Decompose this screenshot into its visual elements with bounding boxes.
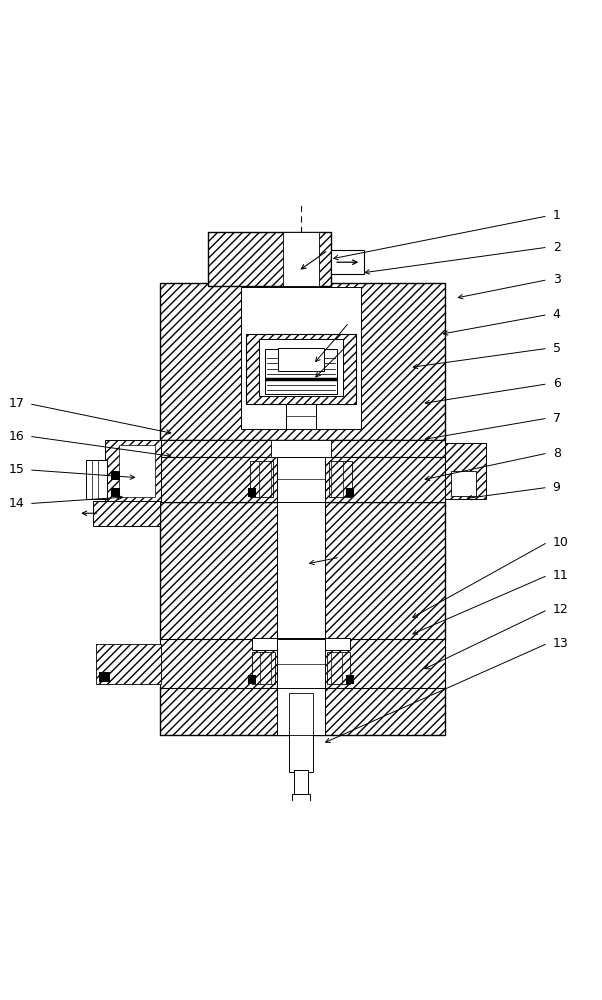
Bar: [160, 687, 445, 735]
Bar: [160, 283, 445, 440]
Text: 15: 15: [8, 463, 24, 476]
Bar: [289, 734, 313, 772]
Bar: [346, 488, 354, 497]
Bar: [119, 445, 155, 497]
Bar: [160, 639, 445, 688]
Bar: [96, 644, 161, 684]
Bar: [111, 471, 120, 480]
Text: 6: 6: [553, 377, 560, 390]
Bar: [86, 460, 107, 499]
Bar: [277, 457, 325, 502]
Bar: [259, 339, 343, 396]
Bar: [452, 471, 476, 496]
Bar: [294, 770, 308, 796]
Text: 13: 13: [553, 637, 568, 650]
Bar: [246, 334, 356, 404]
Bar: [292, 794, 310, 806]
Bar: [250, 461, 273, 497]
Bar: [160, 502, 445, 640]
Bar: [445, 443, 486, 499]
Bar: [241, 287, 361, 429]
Bar: [259, 461, 271, 497]
Bar: [105, 440, 161, 502]
Text: 1: 1: [553, 209, 560, 222]
Bar: [93, 501, 160, 526]
Text: 9: 9: [553, 481, 560, 494]
Bar: [271, 440, 331, 457]
Text: 10: 10: [553, 536, 568, 549]
Bar: [252, 638, 350, 650]
Text: 4: 4: [553, 308, 560, 321]
Text: 11: 11: [553, 569, 568, 582]
Bar: [111, 488, 120, 497]
Bar: [346, 675, 354, 684]
Text: 12: 12: [553, 603, 568, 616]
Bar: [260, 652, 271, 684]
Text: 16: 16: [8, 430, 24, 443]
Bar: [99, 672, 110, 682]
Bar: [277, 440, 325, 640]
Bar: [278, 348, 324, 371]
Bar: [283, 232, 319, 286]
Bar: [286, 404, 316, 429]
Bar: [248, 675, 256, 684]
Text: 17: 17: [8, 397, 24, 410]
Text: 14: 14: [8, 497, 24, 510]
Bar: [265, 349, 337, 394]
Bar: [277, 639, 325, 688]
Bar: [248, 488, 256, 497]
Bar: [160, 440, 445, 457]
Bar: [208, 232, 331, 286]
Bar: [331, 652, 342, 684]
Bar: [331, 461, 343, 497]
Bar: [295, 805, 307, 815]
Text: 3: 3: [553, 273, 560, 286]
Bar: [277, 687, 325, 735]
Text: 8: 8: [553, 447, 560, 460]
Bar: [289, 693, 313, 735]
Text: 5: 5: [553, 342, 560, 355]
Bar: [160, 457, 445, 502]
Text: 7: 7: [553, 412, 560, 425]
Bar: [329, 461, 352, 497]
Bar: [327, 652, 350, 684]
Bar: [331, 250, 364, 274]
Bar: [252, 652, 275, 684]
Text: 2: 2: [553, 241, 560, 254]
